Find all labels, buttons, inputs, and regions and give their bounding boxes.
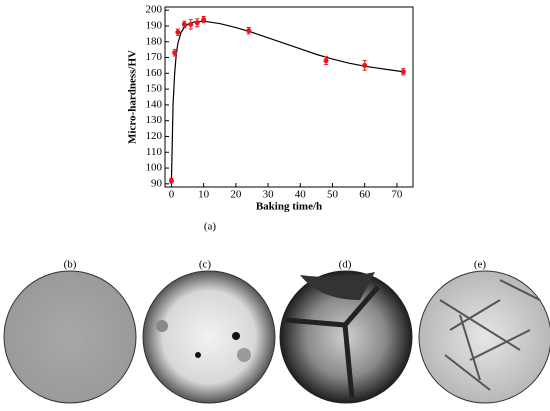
y-tick-label: 200 (146, 4, 163, 16)
y-tick-label: 100 (146, 162, 163, 174)
plot-frame (164, 6, 414, 188)
panel-label: (d) (339, 259, 352, 271)
data-point (246, 28, 252, 34)
y-tick-label: 170 (146, 51, 163, 63)
x-tick-label: 60 (359, 189, 371, 201)
y-tick-label: 190 (146, 19, 163, 31)
y-tick-label: 150 (146, 83, 163, 95)
data-point (201, 17, 207, 23)
panel-label: (b) (64, 259, 77, 271)
y-axis-label: Micro-hardness/HV (127, 50, 139, 144)
data-point (194, 20, 200, 26)
x-tick-label: 70 (391, 189, 403, 201)
micrograph (142, 270, 276, 404)
x-tick-label: 40 (295, 189, 307, 201)
data-point (188, 21, 194, 27)
x-tick-label: 30 (263, 189, 275, 201)
fit-line (170, 20, 404, 181)
y-tick-label: 180 (146, 35, 163, 47)
panel-label: (c) (199, 259, 212, 271)
y-tick-label: 110 (146, 146, 163, 158)
y-tick-label: 140 (146, 98, 163, 110)
data-point (168, 178, 174, 184)
y-tick-label: 160 (146, 67, 163, 79)
x-tick-label: 20 (230, 189, 242, 201)
data-point (175, 29, 181, 35)
data-point (172, 50, 178, 56)
x-axis-label: Baking time/h (256, 201, 322, 213)
x-tick-label: 0 (169, 189, 175, 201)
micrograph (418, 270, 550, 404)
x-tick-label: 10 (198, 189, 210, 201)
data-point (362, 62, 368, 68)
panel-label: (e) (474, 259, 487, 271)
y-tick-label: 90 (151, 177, 163, 189)
micrograph (3, 270, 137, 404)
y-tick-label: 120 (146, 130, 163, 142)
data-point (323, 58, 329, 64)
caption: (a) (204, 221, 217, 233)
y-tick-label: 130 (146, 114, 163, 126)
data-point (400, 69, 406, 75)
x-tick-label: 50 (327, 189, 339, 201)
micrograph (279, 270, 413, 404)
data-point (181, 21, 187, 27)
